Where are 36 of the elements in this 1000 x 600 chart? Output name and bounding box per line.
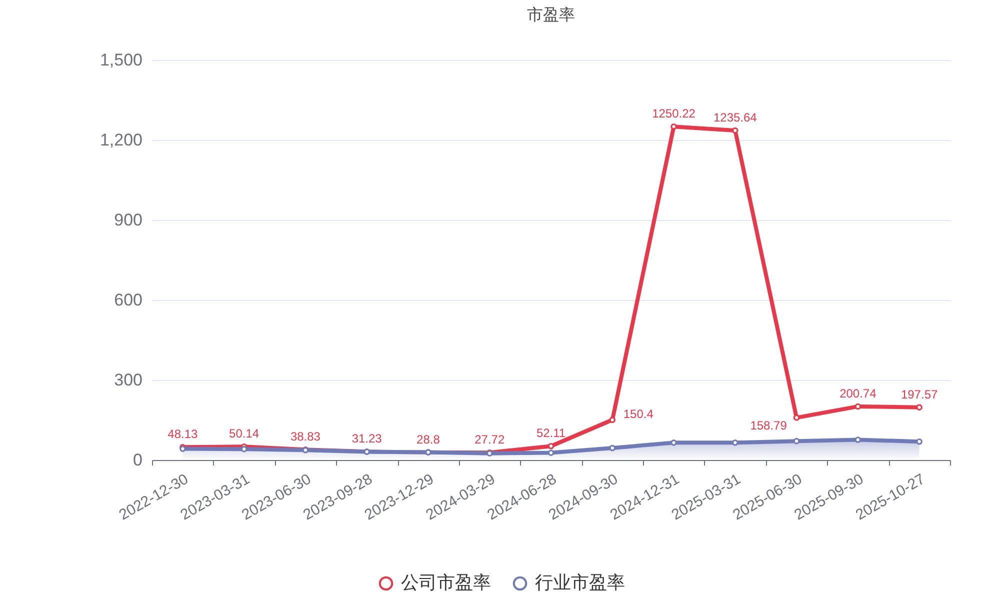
y-tick-label: 0	[133, 450, 142, 470]
point	[670, 123, 677, 130]
data-label: 200.74	[840, 386, 877, 400]
point	[609, 416, 616, 424]
legend-label: 公司市盈率	[401, 572, 491, 592]
data-label: 52.11	[536, 426, 566, 440]
data-label: 197.57	[900, 387, 938, 402]
y-tick-label: 1,200	[100, 130, 142, 150]
y-tick-label: 1,500	[100, 50, 142, 70]
point	[793, 414, 800, 421]
data-label: 48.13	[168, 427, 198, 442]
point	[793, 438, 800, 444]
chart-title: 市盈率	[527, 6, 575, 24]
data-label: 31.23	[352, 432, 382, 446]
point	[916, 404, 922, 410]
point	[732, 127, 738, 134]
point	[609, 444, 616, 452]
point	[670, 440, 677, 446]
data-label: 1235.64	[713, 110, 758, 124]
point	[240, 446, 248, 452]
legend-label: 行业市盈率	[535, 572, 625, 592]
point	[548, 442, 554, 450]
y-tick-label: 900	[114, 210, 142, 230]
point	[916, 438, 922, 445]
data-label: 1250.22	[652, 106, 696, 121]
data-label: 28.8	[416, 432, 440, 446]
data-label: 50.14	[229, 426, 260, 441]
point	[854, 436, 862, 443]
point	[548, 450, 554, 456]
data-label: 158.79	[750, 418, 788, 433]
data-label: 38.83	[290, 430, 321, 444]
data-label: 150.4	[623, 406, 654, 421]
data-label: 27.72	[474, 432, 505, 447]
y-tick-label: 600	[114, 290, 142, 310]
y-tick-label: 300	[114, 370, 142, 390]
point	[854, 403, 862, 410]
